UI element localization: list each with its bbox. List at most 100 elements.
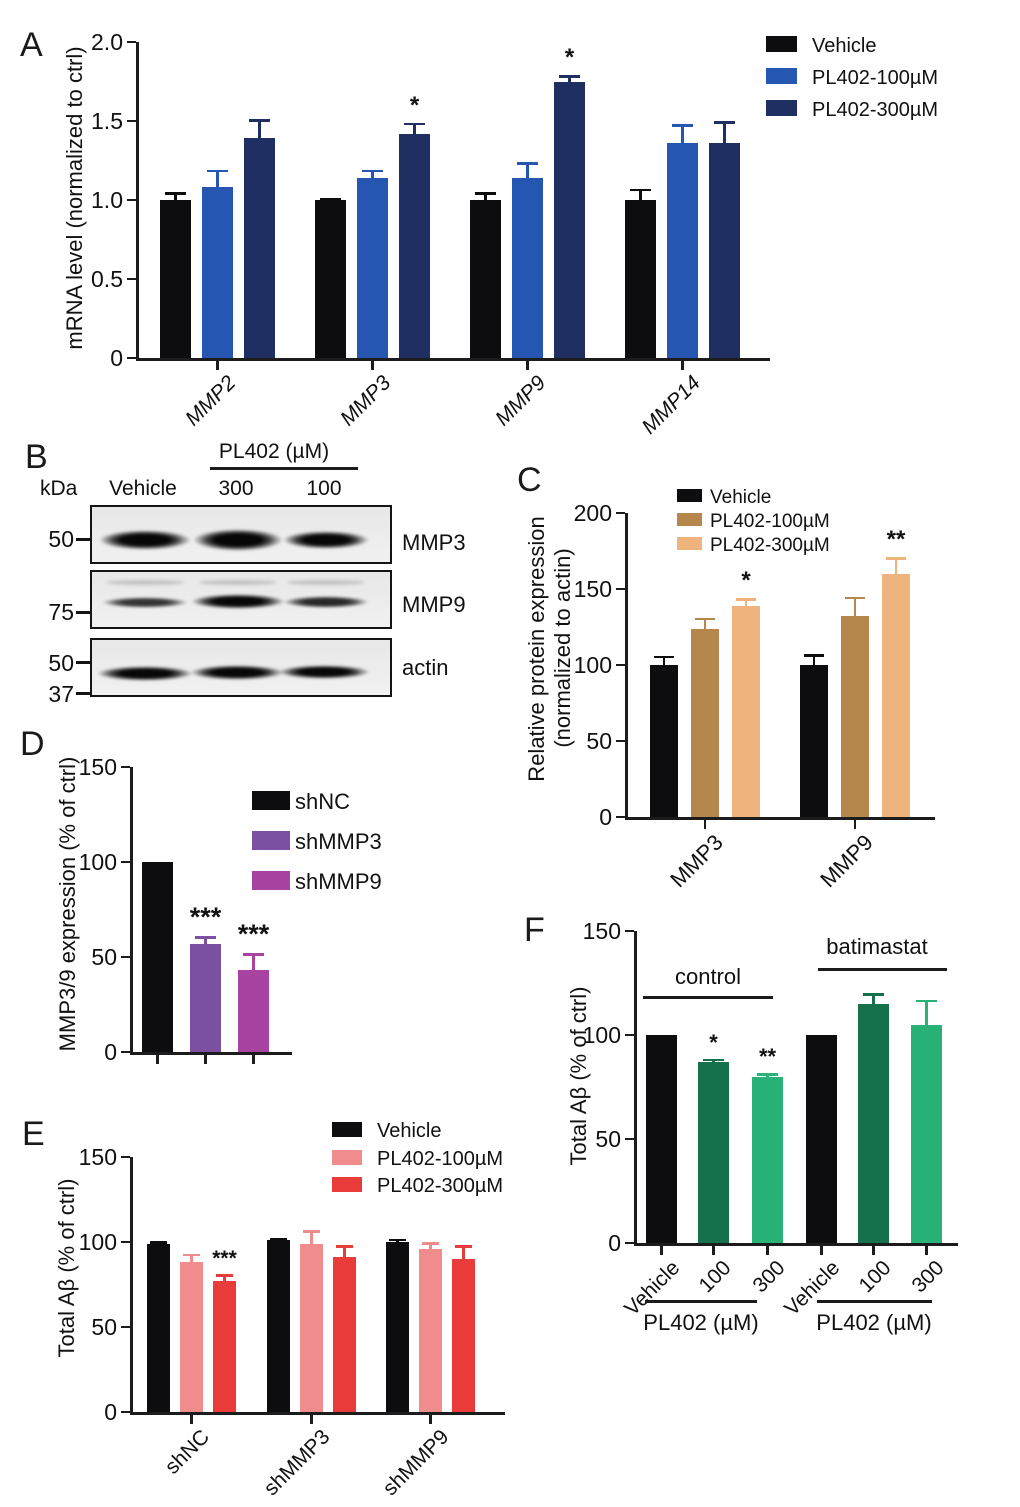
x-tick — [204, 1055, 207, 1064]
blot-band — [283, 531, 369, 549]
bar — [315, 200, 346, 358]
blot-marker-75-mmp9: 75 — [48, 599, 74, 625]
blot-protein-label-mmp9: MMP9 — [402, 592, 466, 617]
panel-label-d: D — [20, 725, 45, 763]
y-axis — [634, 931, 637, 1246]
bar — [202, 187, 233, 358]
error-bar-cap — [736, 598, 756, 601]
error-bar — [310, 1230, 313, 1246]
blot-image-mmp3 — [90, 505, 392, 564]
bar — [732, 605, 760, 817]
error-bar — [216, 169, 219, 190]
blot-band — [190, 665, 284, 680]
y-tick — [121, 1410, 130, 1414]
x-tick — [820, 1246, 823, 1255]
bar — [399, 133, 430, 358]
y-tick — [616, 587, 625, 591]
y-tick-label: 50 — [586, 728, 612, 754]
y-axis-label: Relative protein expression — [524, 516, 549, 782]
x-tick — [681, 361, 684, 370]
blot-image-actin — [90, 638, 392, 697]
legend-swatch — [252, 871, 290, 890]
error-bar — [872, 993, 875, 1006]
error-bar — [484, 192, 487, 202]
legend-label: Vehicle — [710, 486, 772, 508]
y-tick-label: 0 — [608, 1230, 621, 1256]
blot-treatment-underline — [210, 467, 358, 470]
x-tick — [925, 1246, 928, 1255]
significance-star: *** — [237, 919, 270, 950]
error-bar-cap — [183, 1253, 200, 1257]
x-tick-label: 300 — [908, 1256, 950, 1298]
error-bar — [925, 999, 928, 1027]
error-bar-cap — [862, 993, 885, 996]
bar — [882, 573, 910, 817]
blot-band — [287, 580, 365, 585]
error-bar — [703, 617, 707, 631]
y-tick — [121, 765, 130, 769]
error-bar — [723, 121, 726, 146]
blot-band — [106, 580, 184, 585]
error-bar-cap — [455, 1245, 472, 1248]
legend-label: PL402-100µM — [812, 66, 939, 89]
significance-star: *** — [189, 902, 222, 933]
y-tick — [121, 1050, 130, 1054]
error-bar — [526, 162, 529, 180]
y-tick-label: 150 — [573, 576, 612, 602]
blot-image-mmp9 — [90, 570, 392, 629]
y-tick-label: 0 — [104, 1039, 117, 1065]
significance-star: * — [709, 1029, 718, 1055]
error-bar-cap — [804, 654, 824, 657]
legend-swatch — [252, 831, 290, 850]
y-axis — [130, 1157, 133, 1415]
error-bar-cap — [270, 1237, 287, 1241]
significance-star: * — [741, 567, 751, 595]
y-tick — [121, 1325, 130, 1329]
bar — [238, 970, 269, 1052]
y-tick — [625, 1241, 634, 1245]
error-bar-cap — [206, 169, 229, 173]
y-tick — [625, 1137, 634, 1141]
y-tick — [121, 1240, 130, 1244]
y-tick-label: 2.0 — [91, 29, 123, 55]
x-tick — [310, 1415, 313, 1424]
error-bar-cap — [915, 999, 938, 1003]
y-tick — [121, 955, 130, 959]
y-tick-label: 50 — [595, 1126, 621, 1152]
y-tick-label: 150 — [78, 754, 117, 780]
blot-lane-label-vehicle: Vehicle — [109, 477, 177, 500]
x-axis — [130, 1052, 292, 1055]
error-bar — [204, 936, 207, 946]
legend-swatch — [332, 1177, 362, 1192]
panel-label-a: A — [20, 26, 43, 64]
error-bar-cap — [164, 192, 187, 195]
bar — [419, 1248, 442, 1412]
error-bar-cap — [361, 169, 384, 173]
y-tick-label: 1.0 — [91, 187, 123, 213]
x-tick — [429, 1415, 432, 1424]
blot-protein-label-actin: actin — [402, 655, 449, 680]
error-bar-cap — [695, 617, 715, 621]
bar — [800, 665, 828, 817]
x-tick — [712, 1246, 715, 1255]
x-tick-label: 300 — [749, 1256, 791, 1298]
error-bar-cap — [389, 1238, 406, 1242]
error-bar — [744, 598, 748, 608]
blot-band — [99, 530, 191, 550]
y-tick — [127, 119, 136, 123]
blot-band — [193, 529, 283, 551]
x-tick-label: MMP3 — [335, 371, 396, 431]
bar — [190, 943, 221, 1052]
x-tick — [766, 1246, 769, 1255]
blot-marker-dash — [76, 692, 90, 695]
error-bar-cap — [845, 596, 865, 600]
y-tick — [127, 277, 136, 281]
error-bar-cap — [403, 122, 426, 126]
bar — [357, 177, 388, 358]
y-tick — [616, 511, 625, 515]
blot-lane-label-300: 300 — [218, 477, 254, 500]
y-tick-label: 1.5 — [91, 108, 123, 134]
bar — [691, 628, 719, 817]
legend-label: PL402-300µM — [812, 98, 939, 121]
